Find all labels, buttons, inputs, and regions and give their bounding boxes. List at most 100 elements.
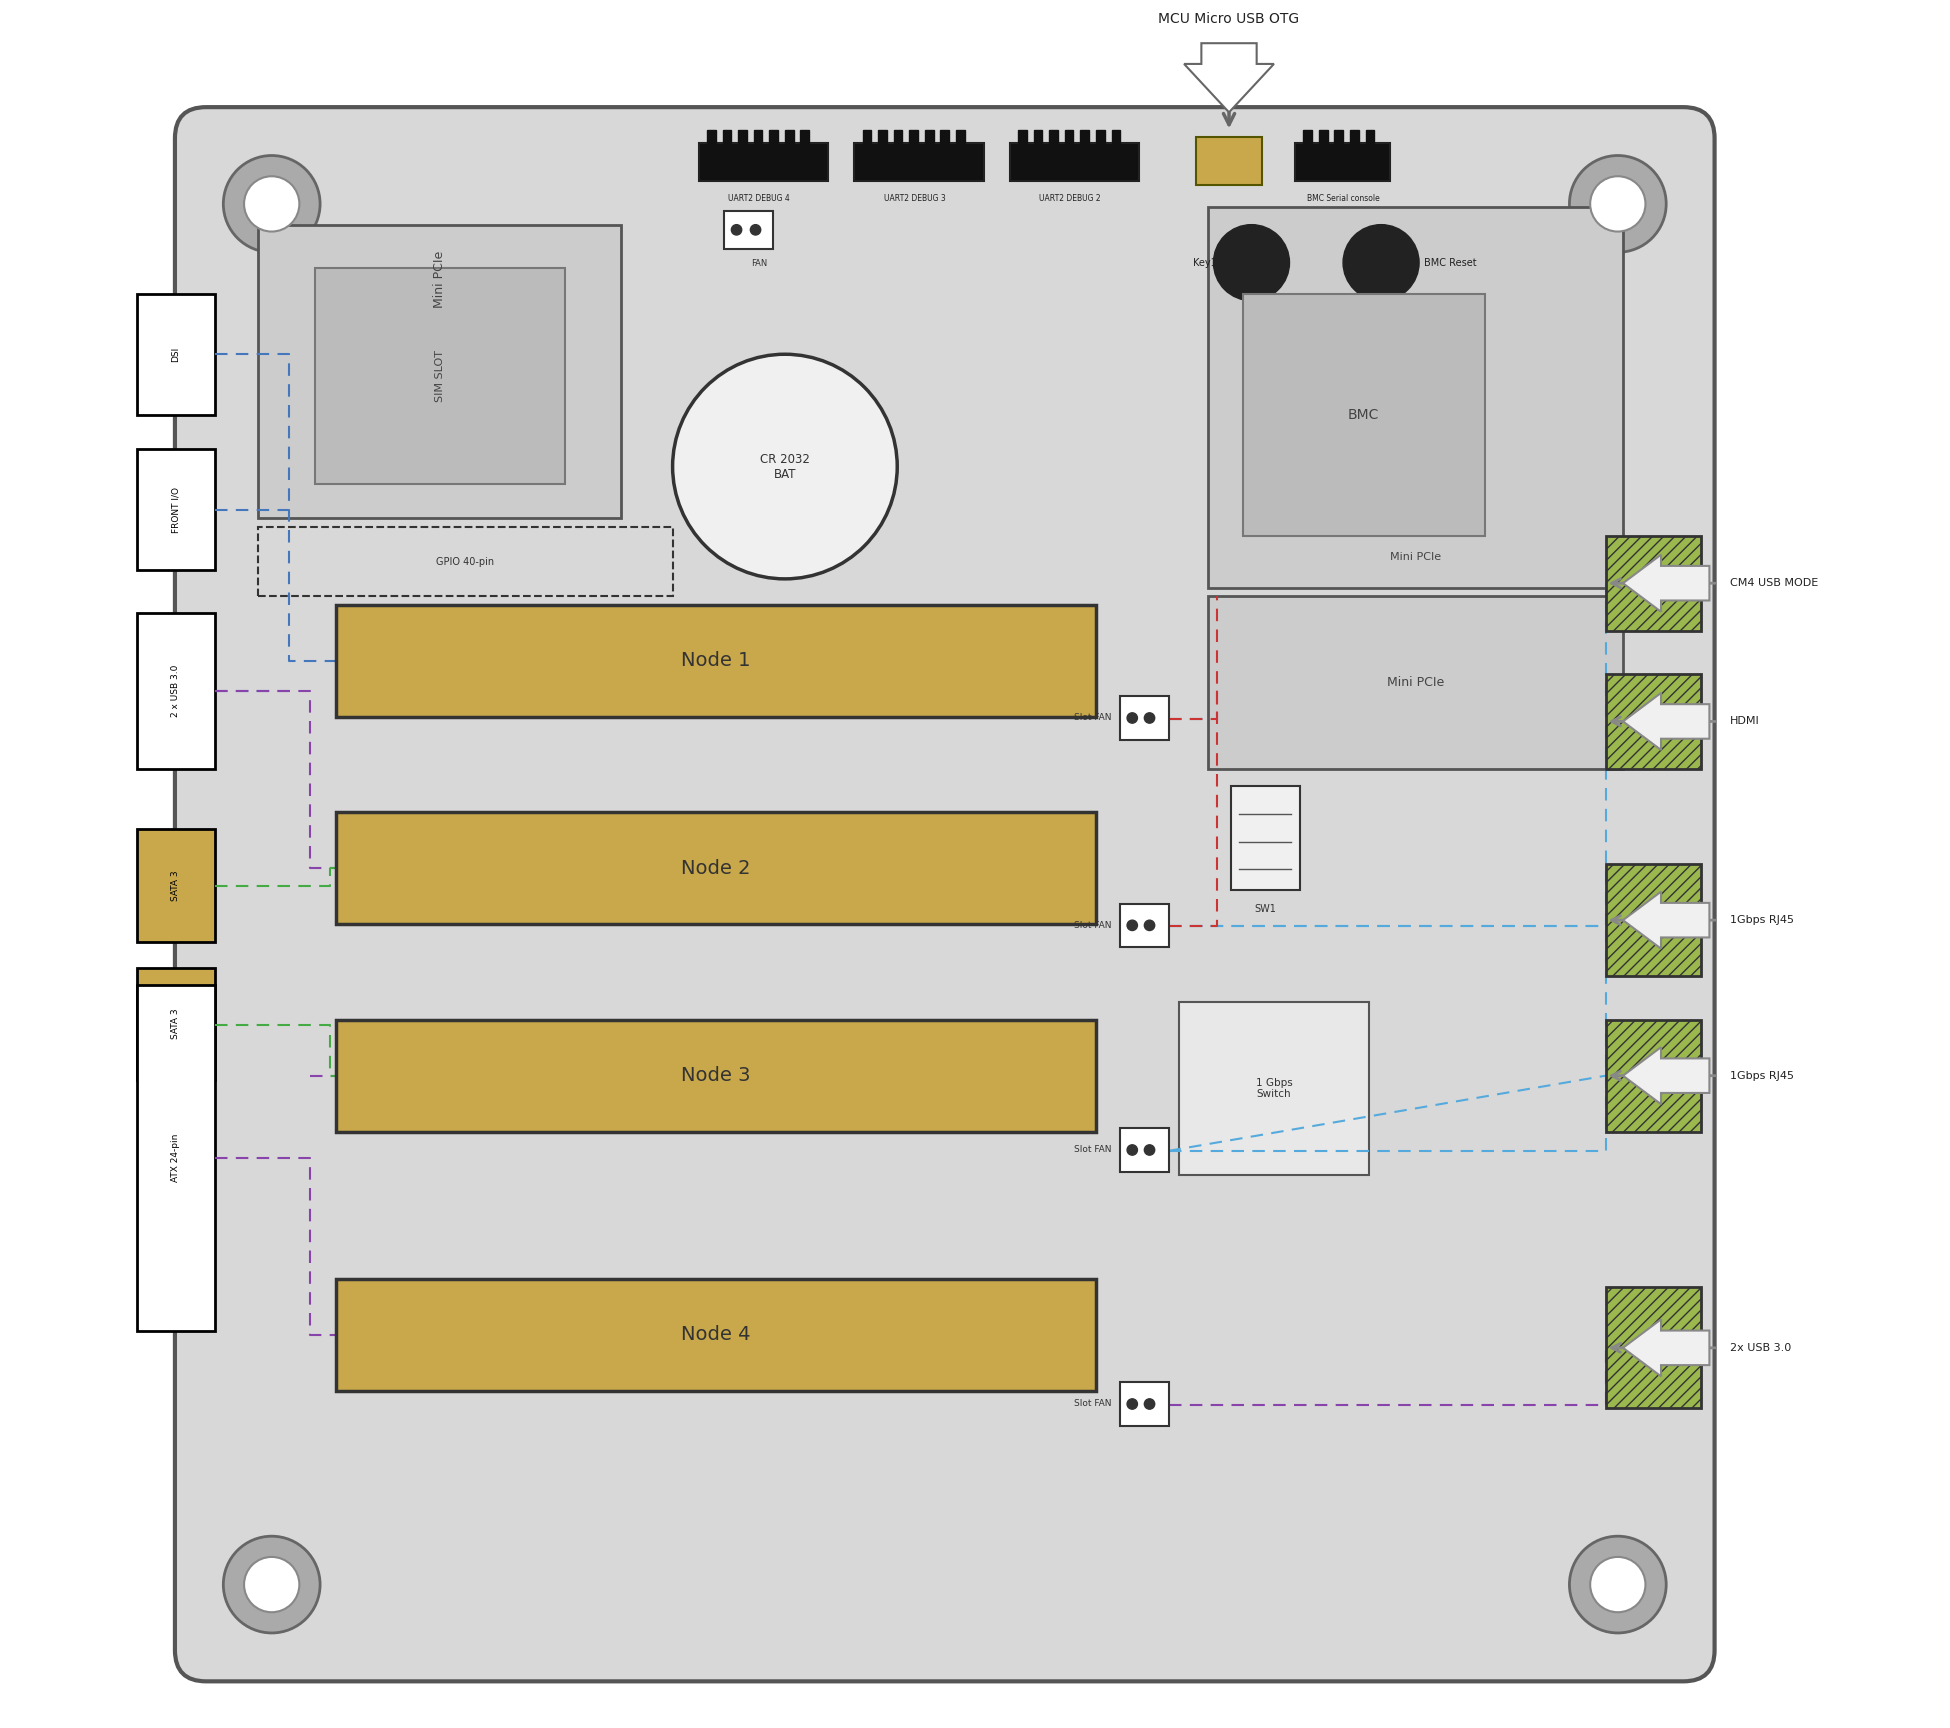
Bar (335, 1020, 1096, 1132)
Text: DSI: DSI (172, 347, 179, 361)
Bar (956, 130, 965, 143)
Circle shape (1145, 919, 1154, 930)
Bar (257, 225, 620, 518)
Bar (257, 527, 673, 596)
Text: UART2 DEBUG 3: UART2 DEBUG 3 (883, 194, 946, 202)
Bar (1119, 1382, 1168, 1426)
Text: Node 1: Node 1 (681, 651, 751, 670)
Bar (335, 812, 1096, 924)
FancyArrow shape (1622, 693, 1710, 750)
Bar (909, 130, 918, 143)
Bar (800, 130, 809, 143)
Bar (136, 613, 214, 769)
Bar (1230, 786, 1301, 890)
FancyArrow shape (1622, 892, 1710, 949)
Text: GPIO 40-pin: GPIO 40-pin (437, 556, 493, 567)
Circle shape (1127, 919, 1137, 930)
Bar (1605, 864, 1700, 976)
Bar (755, 130, 762, 143)
FancyBboxPatch shape (176, 107, 1714, 1681)
Text: UART2 DEBUG 4: UART2 DEBUG 4 (727, 194, 790, 202)
Bar (854, 143, 983, 181)
Bar (940, 130, 950, 143)
Circle shape (244, 1557, 300, 1612)
Bar (1119, 696, 1168, 740)
Bar (1318, 130, 1328, 143)
Bar (1119, 1128, 1168, 1172)
Text: Node 4: Node 4 (681, 1325, 751, 1344)
Bar (725, 211, 772, 249)
Bar (708, 130, 716, 143)
Text: 1 Gbps
Switch: 1 Gbps Switch (1256, 1078, 1293, 1099)
Bar (878, 130, 887, 143)
Text: ATX 24-pin: ATX 24-pin (172, 1134, 179, 1182)
Text: SATA 3: SATA 3 (172, 1009, 179, 1039)
Circle shape (673, 354, 897, 579)
Bar (136, 294, 214, 415)
Bar (1295, 143, 1390, 181)
Circle shape (731, 225, 741, 235)
Bar (1112, 130, 1119, 143)
Circle shape (224, 156, 320, 252)
Bar (1065, 130, 1074, 143)
Bar (136, 985, 214, 1331)
Text: 1Gbps RJ45: 1Gbps RJ45 (1730, 1071, 1794, 1080)
Bar (1605, 674, 1700, 769)
Bar (1605, 1020, 1700, 1132)
Text: Slot FAN: Slot FAN (1074, 921, 1111, 930)
Text: SW1: SW1 (1254, 904, 1275, 914)
Bar (739, 130, 747, 143)
Bar (1334, 130, 1344, 143)
Circle shape (1344, 225, 1420, 301)
Text: MCU Micro USB OTG: MCU Micro USB OTG (1158, 12, 1299, 26)
Text: 1Gbps RJ45: 1Gbps RJ45 (1730, 916, 1794, 924)
Bar (1096, 130, 1104, 143)
Bar (1119, 904, 1168, 947)
Bar (1242, 294, 1484, 536)
Text: Mini PCIe: Mini PCIe (1386, 676, 1445, 689)
Circle shape (1570, 1536, 1665, 1633)
Bar (1018, 130, 1028, 143)
Text: Slot FAN: Slot FAN (1074, 1400, 1111, 1408)
Circle shape (224, 1536, 320, 1633)
Bar (1209, 596, 1622, 769)
Bar (723, 130, 731, 143)
Text: Key1: Key1 (1193, 257, 1217, 268)
Bar (136, 968, 214, 1080)
Bar (335, 605, 1096, 717)
Text: SIM SLOT: SIM SLOT (435, 349, 445, 403)
Bar (770, 130, 778, 143)
FancyArrow shape (1622, 1047, 1710, 1104)
Bar (786, 130, 794, 143)
Text: Slot FAN: Slot FAN (1074, 1146, 1111, 1154)
Bar (924, 130, 934, 143)
Text: 2 x USB 3.0: 2 x USB 3.0 (172, 665, 179, 717)
Circle shape (1127, 714, 1137, 724)
Bar (136, 449, 214, 570)
Circle shape (1145, 1400, 1154, 1410)
Bar (335, 1279, 1096, 1391)
Text: BMC Serial console: BMC Serial console (1306, 194, 1379, 202)
Bar (1303, 130, 1312, 143)
Bar (1365, 130, 1375, 143)
Bar (1034, 130, 1043, 143)
Text: HDMI: HDMI (1730, 717, 1761, 726)
Text: CM4 USB MODE: CM4 USB MODE (1730, 579, 1819, 588)
Circle shape (1145, 1144, 1154, 1154)
Circle shape (1145, 714, 1154, 724)
Text: BMC: BMC (1347, 408, 1379, 422)
Text: SATA 3: SATA 3 (172, 871, 179, 900)
Circle shape (751, 225, 760, 235)
Text: FRONT I/O: FRONT I/O (172, 487, 179, 532)
Text: BMC Reset: BMC Reset (1424, 257, 1476, 268)
Bar (1180, 1002, 1369, 1175)
Bar (893, 130, 903, 143)
Bar (314, 268, 566, 484)
FancyArrow shape (1622, 1320, 1710, 1375)
Bar (1349, 130, 1359, 143)
Text: FAN: FAN (751, 259, 766, 268)
Bar (1209, 207, 1622, 588)
Text: Mini PCIe: Mini PCIe (1390, 551, 1441, 562)
Text: UART2 DEBUG 2: UART2 DEBUG 2 (1039, 194, 1102, 202)
Bar (1605, 536, 1700, 631)
